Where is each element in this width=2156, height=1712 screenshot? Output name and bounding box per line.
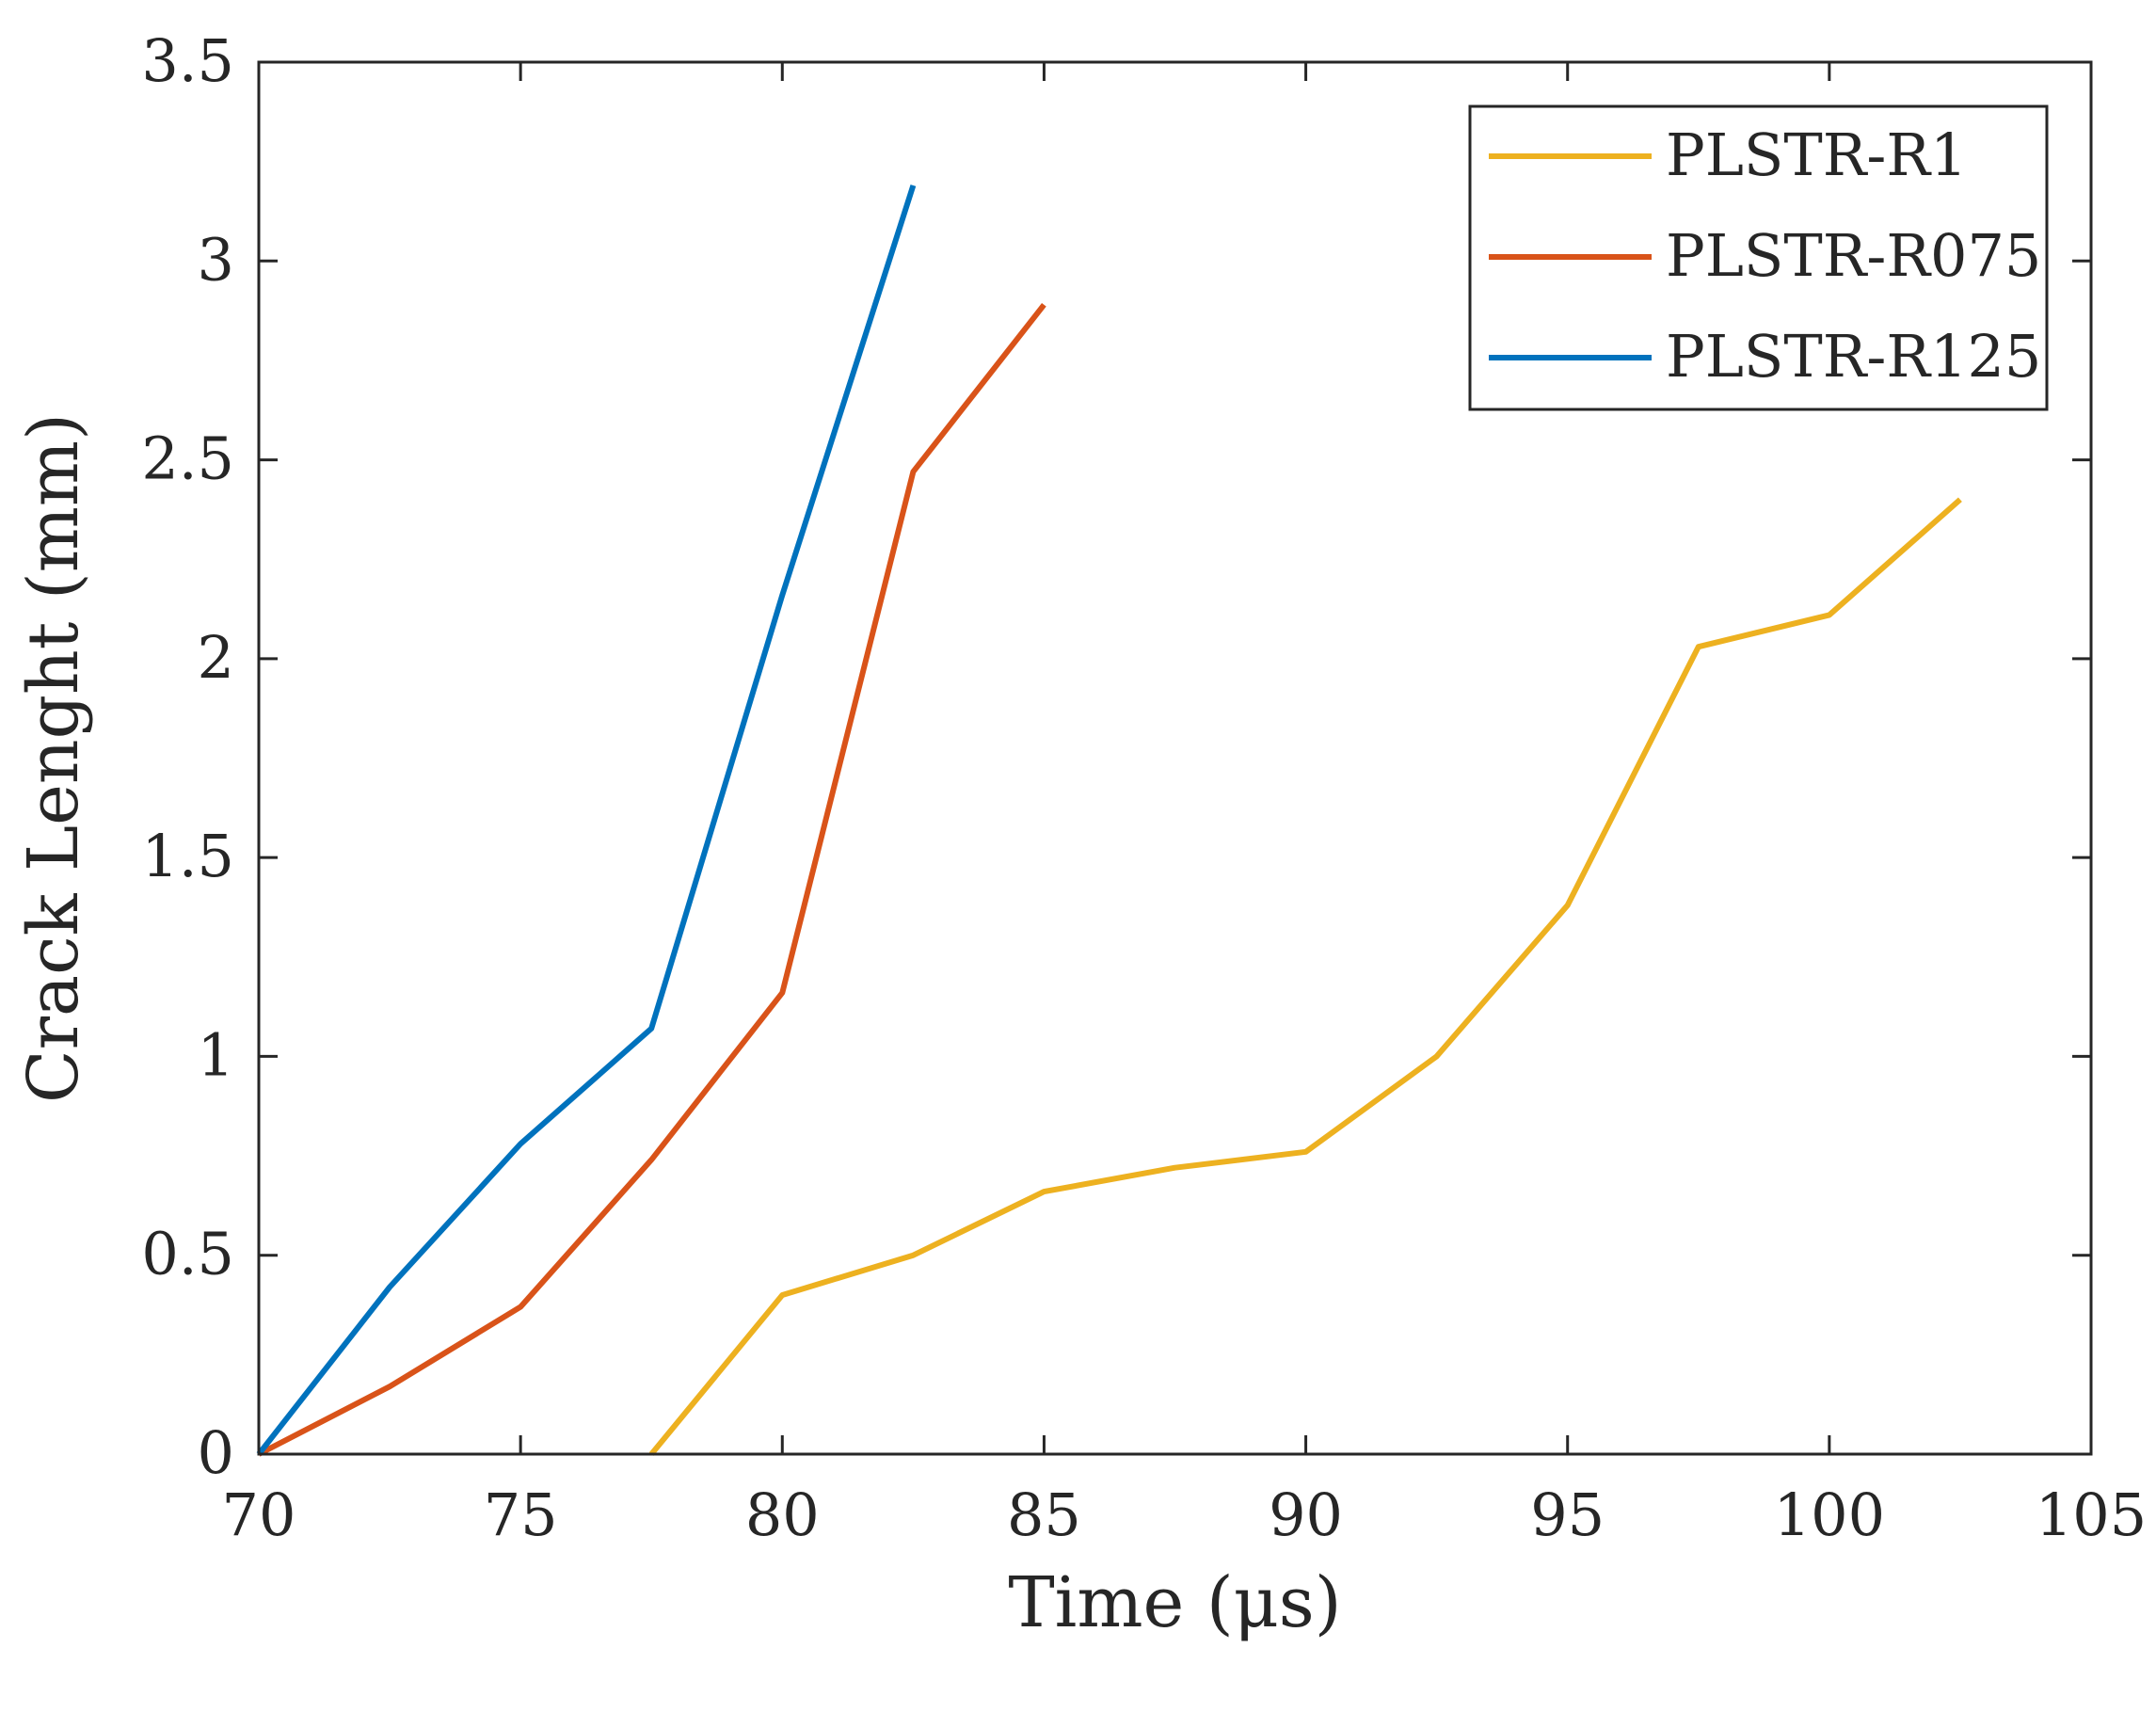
- x-axis-tick-labels: 70 75 80 85 90 95 100 105: [222, 1480, 2148, 1549]
- legend-label: PLSTR-R075: [1666, 221, 2041, 290]
- legend-label: PLSTR-R125: [1666, 322, 2041, 391]
- legend-entry-plstr-r125: PLSTR-R125: [1489, 322, 2041, 391]
- y-tick-label: 3.5: [141, 26, 234, 95]
- x-tick-label: 100: [1774, 1480, 1885, 1549]
- axis-ticks: [257, 60, 2093, 1456]
- y-tick-label: 0: [198, 1418, 234, 1487]
- y-axis-title: Crack Lenght (mm): [13, 413, 94, 1103]
- x-tick-label: 105: [2036, 1480, 2147, 1549]
- y-axis-tick-labels: 0 0.5 1 1.5 2 2.5 3 3.5: [141, 26, 234, 1487]
- x-tick-label: 80: [745, 1480, 820, 1549]
- y-tick-label: 2.5: [141, 424, 234, 493]
- series-line-plstr-r075: [257, 302, 1046, 1457]
- y-tick-label: 3: [198, 225, 234, 294]
- plot-area-frame: [257, 60, 2093, 1456]
- legend-entry-plstr-r1: PLSTR-R1: [1489, 120, 1967, 189]
- y-tick-label: 1.5: [141, 822, 234, 890]
- x-axis-title: Time (μs): [1008, 1562, 1341, 1643]
- series-line-plstr-r125: [256, 184, 917, 1456]
- x-tick-label: 75: [484, 1480, 558, 1549]
- x-tick-label: 95: [1530, 1480, 1605, 1549]
- legend: PLSTR-R1 PLSTR-R075 PLSTR-R125: [1468, 104, 2049, 411]
- y-tick-label: 0.5: [141, 1220, 234, 1288]
- y-tick-label: 1: [198, 1020, 234, 1089]
- legend-entries: PLSTR-R1 PLSTR-R075 PLSTR-R125: [1489, 120, 2041, 391]
- x-tick-label: 90: [1269, 1480, 1343, 1549]
- legend-label: PLSTR-R1: [1666, 120, 1967, 189]
- x-tick-label: 70: [222, 1480, 296, 1549]
- x-tick-label: 85: [1007, 1480, 1081, 1549]
- series-layer: [256, 184, 1962, 1457]
- series-line-plstr-r1: [648, 497, 1962, 1456]
- legend-entry-plstr-r075: PLSTR-R075: [1489, 221, 2041, 290]
- y-tick-label: 2: [198, 623, 234, 692]
